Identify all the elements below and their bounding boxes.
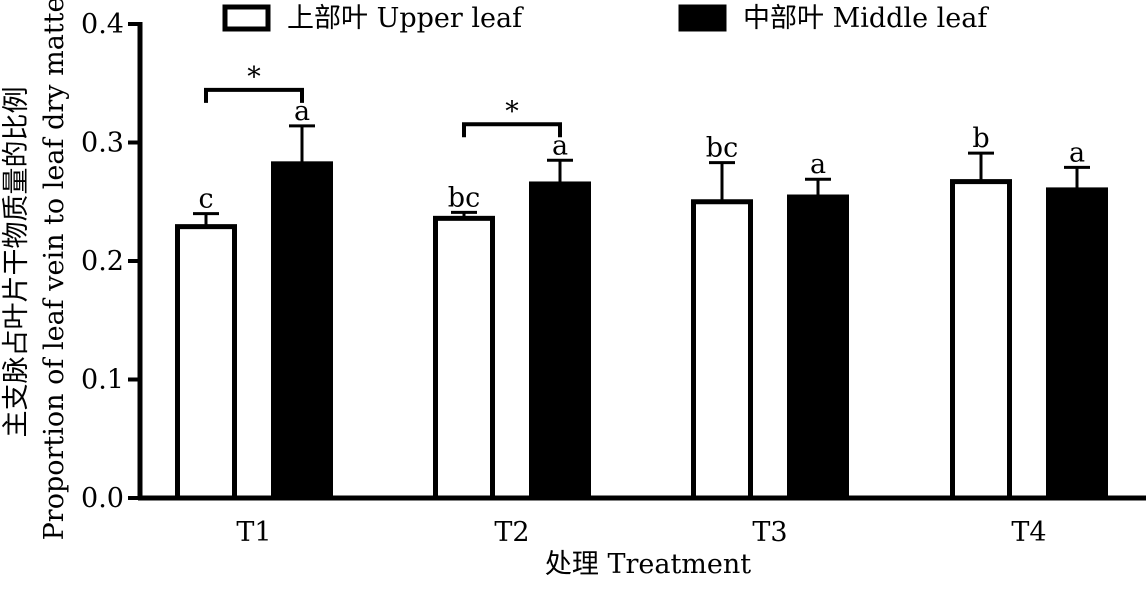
x-tick-label: T1 <box>236 517 271 548</box>
significance-star: * <box>247 62 261 93</box>
y-tick-label: 0.1 <box>81 365 124 396</box>
bar-middle-leaf <box>787 194 849 501</box>
x-axis-label: 处理 Treatment <box>545 549 751 580</box>
significance-letter: a <box>810 149 826 180</box>
y-tick-label: 0.3 <box>81 128 124 159</box>
bars <box>175 124 1108 501</box>
x-tick-label: T3 <box>752 517 787 548</box>
significance-letter: a <box>1069 137 1085 168</box>
x-tick-label: T2 <box>494 517 529 548</box>
bar-upper-leaf <box>691 199 753 501</box>
bar-upper-leaf <box>950 179 1012 501</box>
significance-bracket <box>204 87 304 103</box>
significance-letter: bc <box>706 133 738 164</box>
annotations: c bc bc b a a a a * * <box>198 62 1085 215</box>
y-tick-label: 0.4 <box>81 9 124 40</box>
legend-swatch <box>222 4 271 32</box>
y-tick-label: 0.0 <box>81 483 124 514</box>
bar-upper-leaf <box>433 215 495 501</box>
y-axis-label-english: Proportion of leaf vein to leaf dry matt… <box>39 0 70 540</box>
bar-upper-leaf <box>175 224 237 501</box>
legend-swatch <box>678 4 727 32</box>
legend-label: 上部叶 Upper leaf <box>287 3 524 34</box>
y-tick-label: 0.2 <box>81 246 124 277</box>
significance-letter: a <box>552 130 568 161</box>
significance-star: * <box>505 96 519 127</box>
significance-letter: c <box>198 184 213 215</box>
bar-middle-leaf <box>271 161 333 501</box>
y-axis-label-chinese: 主支脉占叶片干物质量的比例 <box>1 87 32 438</box>
bar-middle-leaf <box>529 181 591 501</box>
legend-label: 中部叶 Middle leaf <box>743 3 989 34</box>
bar-middle-leaf <box>1046 187 1108 501</box>
x-tick-label: T4 <box>1011 517 1046 548</box>
significance-bracket <box>462 122 562 138</box>
significance-letter: b <box>972 123 989 154</box>
significance-letter: a <box>294 96 310 127</box>
significance-letter: bc <box>448 182 480 213</box>
legend: 上部叶 Upper leaf 中部叶 Middle leaf <box>222 3 989 34</box>
